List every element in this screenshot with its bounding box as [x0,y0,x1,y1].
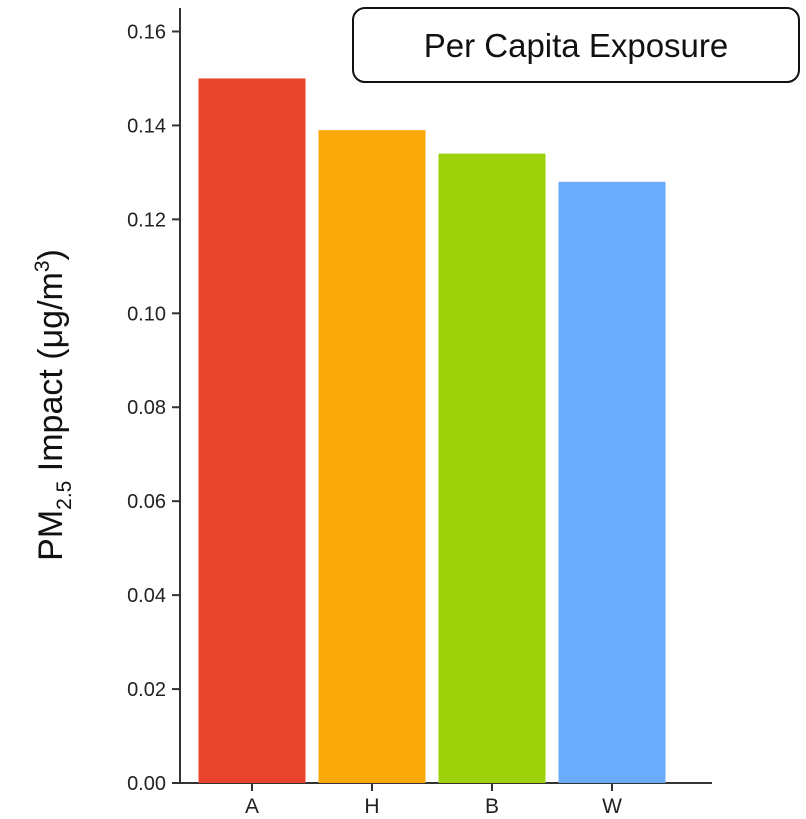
x-tick-label: H [364,795,379,818]
chart-title: Per Capita Exposure [424,27,729,64]
y-tick-label: 0.14 [127,115,166,137]
y-tick-label: 0.16 [127,21,166,43]
y-tick-label: 0.06 [127,491,166,513]
bar-w [558,181,666,784]
y-axis-label: PM2.5 Impact (μg/m3) [31,249,76,561]
x-tick-label: B [485,795,499,818]
y-tick-label: 0.10 [127,303,166,325]
y-axis-label-superscript: 3 [31,260,54,272]
y-axis-label-prefix: PM [32,510,70,561]
y-axis-title: PM2.5 Impact (μg/m3) [31,249,76,561]
title-box-frame [352,7,800,83]
x-tick-label: A [245,795,259,818]
y-axis-label-suffix: ) [32,249,70,260]
bars [198,78,666,784]
y-tick-label: 0.00 [127,773,166,795]
y-tick-label: 0.04 [127,585,166,607]
title-box: Per Capita Exposure [352,7,800,83]
y-tick-label: 0.12 [127,209,166,231]
y-axis-label-middle: Impact (μg/m [32,272,70,481]
x-tick-label: W [602,795,622,818]
y-tick-label: 0.08 [127,397,166,419]
bar-a [198,78,306,784]
y-ticks: 0.00 0.02 0.04 0.06 0.08 0.10 0.12 0.14 0.16 [127,21,180,795]
y-tick-label: 0.02 [127,679,166,701]
bar-h [318,130,426,783]
y-axis-label-subscript: 2.5 [53,481,76,510]
bar-b [438,153,546,783]
